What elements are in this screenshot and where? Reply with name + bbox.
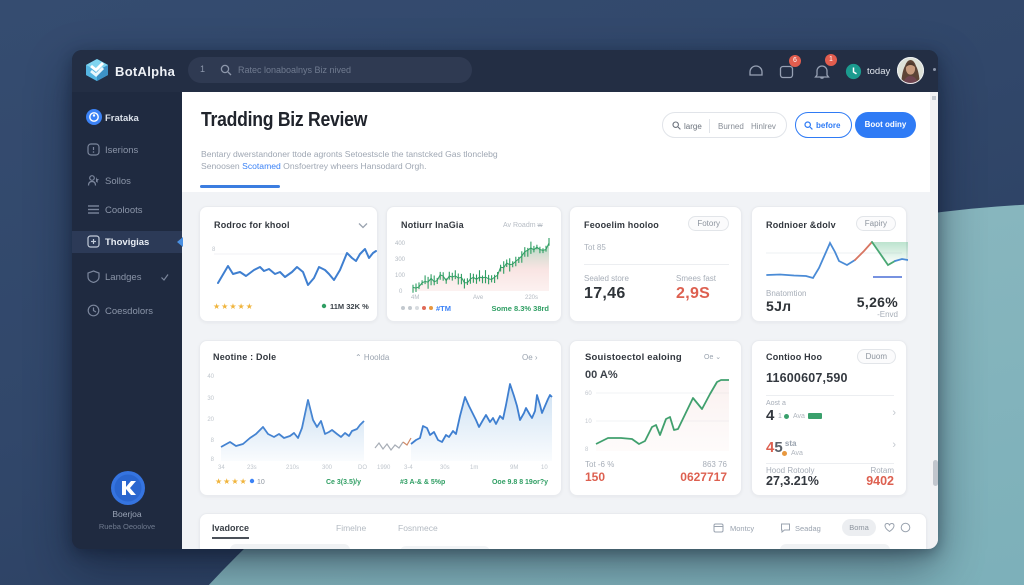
svg-text:3-4: 3-4 [404,465,413,471]
svg-text:220s: 220s [525,295,538,301]
svg-text:1m: 1m [470,465,478,471]
svg-text:Ave: Ave [473,295,484,301]
svg-text:400: 400 [395,241,406,247]
svg-text:40: 40 [207,374,214,380]
svg-text:210s: 210s [286,465,299,471]
svg-text:★★★★★: ★★★★★ [213,302,254,311]
svg-text:8: 8 [211,457,215,463]
svg-text:DO: DO [358,465,367,471]
svg-text:1990: 1990 [377,465,391,471]
svg-text:10: 10 [541,465,548,471]
svg-text:30: 30 [207,396,214,402]
svg-text:4M: 4M [411,295,419,301]
svg-text:Ooe 9.8 8 19or?y: Ooe 9.8 8 19or?y [492,479,548,486]
svg-text:60: 60 [585,391,592,397]
svg-text:100: 100 [395,273,406,279]
svg-text:20: 20 [207,417,214,423]
svg-text:8: 8 [211,438,215,444]
svg-text:8: 8 [212,247,216,253]
svg-text:8: 8 [585,447,589,453]
svg-text:10: 10 [585,419,592,425]
svg-text:23s: 23s [247,465,257,471]
svg-text:Some 8.3% 38rd: Some 8.3% 38rd [491,304,549,313]
svg-text:#3 A-& & 5%p: #3 A-& & 5%p [400,479,445,486]
svg-text:★★★★: ★★★★ [215,477,248,486]
svg-text:#TM: #TM [436,304,451,313]
svg-text:9M: 9M [510,465,518,471]
svg-text:0: 0 [399,289,403,295]
svg-text:30s: 30s [440,465,450,471]
svg-text:Ce 3(3.5)/y: Ce 3(3.5)/y [326,479,361,486]
svg-text:11M 32K %: 11M 32K % [330,302,369,311]
svg-text:300: 300 [322,465,333,471]
svg-text:300: 300 [395,257,406,263]
svg-text:10: 10 [257,479,265,486]
svg-text:34: 34 [218,465,225,471]
